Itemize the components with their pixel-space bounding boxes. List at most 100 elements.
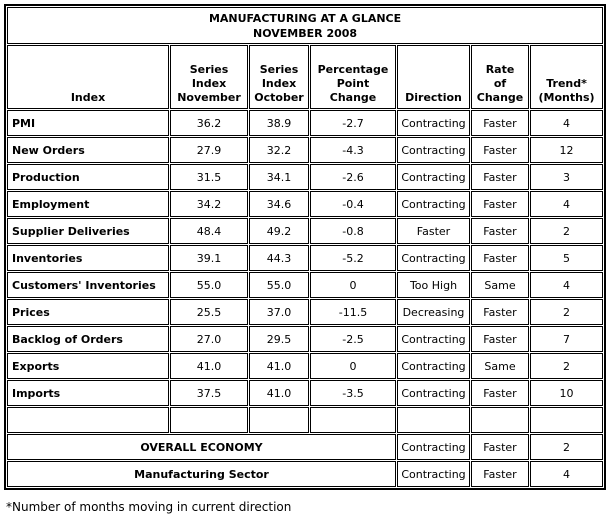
cell-series-november: 36.2 bbox=[170, 110, 248, 136]
table-row: Backlog of Orders 27.0 29.5 -2.5 Contrac… bbox=[7, 326, 604, 352]
empty-cell bbox=[7, 407, 169, 433]
row-label: Employment bbox=[7, 191, 169, 217]
cell-series-october: 38.9 bbox=[249, 110, 309, 136]
empty-cell bbox=[471, 407, 529, 433]
cell-direction: Contracting bbox=[397, 434, 470, 460]
column-header-trend: Trend* (Months) bbox=[530, 45, 604, 109]
table-row: Customers' Inventories 55.0 55.0 0 Too H… bbox=[7, 272, 604, 298]
cell-series-november: 31.5 bbox=[170, 164, 248, 190]
cell-series-october: 44.3 bbox=[249, 245, 309, 271]
cell-trend: 4 bbox=[530, 461, 604, 487]
empty-cell bbox=[170, 407, 248, 433]
cell-trend: 10 bbox=[530, 380, 604, 406]
row-label: Exports bbox=[7, 353, 169, 379]
empty-cell bbox=[249, 407, 309, 433]
table-row: Employment 34.2 34.6 -0.4 Contracting Fa… bbox=[7, 191, 604, 217]
cell-series-october: 41.0 bbox=[249, 353, 309, 379]
cell-percentage-change: -2.6 bbox=[310, 164, 396, 190]
title-row: MANUFACTURING AT A GLANCE NOVEMBER 2008 bbox=[7, 7, 604, 44]
cell-direction: Contracting bbox=[397, 191, 470, 217]
row-label: New Orders bbox=[7, 137, 169, 163]
row-label: Supplier Deliveries bbox=[7, 218, 169, 244]
cell-direction: Too High bbox=[397, 272, 470, 298]
cell-rate-of-change: Faster bbox=[471, 434, 529, 460]
cell-rate-of-change: Faster bbox=[471, 461, 529, 487]
row-label: Imports bbox=[7, 380, 169, 406]
row-label: Production bbox=[7, 164, 169, 190]
table-row: Production 31.5 34.1 -2.6 Contracting Fa… bbox=[7, 164, 604, 190]
empty-cell bbox=[397, 407, 470, 433]
column-header-percentage-change: Percentage Point Change bbox=[310, 45, 396, 109]
column-header-series-november: Series Index November bbox=[170, 45, 248, 109]
cell-series-october: 29.5 bbox=[249, 326, 309, 352]
cell-series-october: 32.2 bbox=[249, 137, 309, 163]
cell-series-october: 37.0 bbox=[249, 299, 309, 325]
cell-rate-of-change: Same bbox=[471, 353, 529, 379]
cell-series-november: 37.5 bbox=[170, 380, 248, 406]
cell-direction: Contracting bbox=[397, 461, 470, 487]
cell-percentage-change: -2.7 bbox=[310, 110, 396, 136]
cell-series-november: 34.2 bbox=[170, 191, 248, 217]
cell-rate-of-change: Faster bbox=[471, 218, 529, 244]
cell-rate-of-change: Faster bbox=[471, 326, 529, 352]
cell-direction: Contracting bbox=[397, 110, 470, 136]
cell-trend: 4 bbox=[530, 110, 604, 136]
row-label: Prices bbox=[7, 299, 169, 325]
cell-series-november: 27.0 bbox=[170, 326, 248, 352]
cell-percentage-change: -11.5 bbox=[310, 299, 396, 325]
row-label: Customers' Inventories bbox=[7, 272, 169, 298]
cell-rate-of-change: Same bbox=[471, 272, 529, 298]
cell-direction: Faster bbox=[397, 218, 470, 244]
cell-trend: 2 bbox=[530, 299, 604, 325]
footnote: *Number of months moving in current dire… bbox=[6, 500, 292, 514]
cell-direction: Contracting bbox=[397, 164, 470, 190]
cell-trend: 2 bbox=[530, 434, 604, 460]
cell-direction: Contracting bbox=[397, 245, 470, 271]
table-row: Imports 37.5 41.0 -3.5 Contracting Faste… bbox=[7, 380, 604, 406]
cell-trend: 5 bbox=[530, 245, 604, 271]
cell-series-november: 55.0 bbox=[170, 272, 248, 298]
row-label: PMI bbox=[7, 110, 169, 136]
table-row: Exports 41.0 41.0 0 Contracting Same 2 bbox=[7, 353, 604, 379]
cell-direction: Contracting bbox=[397, 137, 470, 163]
column-header-rate-of-change: Rate of Change bbox=[471, 45, 529, 109]
cell-trend: 3 bbox=[530, 164, 604, 190]
cell-rate-of-change: Faster bbox=[471, 110, 529, 136]
report-title-line1: MANUFACTURING AT A GLANCE bbox=[208, 11, 402, 25]
column-header-direction: Direction bbox=[397, 45, 470, 109]
empty-cell bbox=[530, 407, 604, 433]
cell-trend: 2 bbox=[530, 353, 604, 379]
cell-rate-of-change: Faster bbox=[471, 137, 529, 163]
column-header-index: Index bbox=[7, 45, 169, 109]
cell-series-october: 34.6 bbox=[249, 191, 309, 217]
summary-label: Manufacturing Sector bbox=[7, 461, 396, 487]
cell-series-november: 48.4 bbox=[170, 218, 248, 244]
cell-percentage-change: -3.5 bbox=[310, 380, 396, 406]
cell-series-november: 41.0 bbox=[170, 353, 248, 379]
empty-cell bbox=[310, 407, 396, 433]
empty-row bbox=[7, 407, 604, 433]
table-row: PMI 36.2 38.9 -2.7 Contracting Faster 4 bbox=[7, 110, 604, 136]
cell-percentage-change: 0 bbox=[310, 272, 396, 298]
table-row: Prices 25.5 37.0 -11.5 Decreasing Faster… bbox=[7, 299, 604, 325]
manufacturing-glance-table: MANUFACTURING AT A GLANCE NOVEMBER 2008 … bbox=[4, 4, 607, 490]
cell-trend: 7 bbox=[530, 326, 604, 352]
cell-series-november: 39.1 bbox=[170, 245, 248, 271]
cell-series-october: 49.2 bbox=[249, 218, 309, 244]
cell-rate-of-change: Faster bbox=[471, 164, 529, 190]
cell-percentage-change: 0 bbox=[310, 353, 396, 379]
cell-series-october: 34.1 bbox=[249, 164, 309, 190]
cell-series-november: 25.5 bbox=[170, 299, 248, 325]
cell-rate-of-change: Faster bbox=[471, 380, 529, 406]
cell-series-october: 41.0 bbox=[249, 380, 309, 406]
cell-trend: 4 bbox=[530, 272, 604, 298]
summary-label: OVERALL ECONOMY bbox=[7, 434, 396, 460]
cell-series-november: 27.9 bbox=[170, 137, 248, 163]
cell-percentage-change: -0.4 bbox=[310, 191, 396, 217]
cell-rate-of-change: Faster bbox=[471, 245, 529, 271]
cell-series-october: 55.0 bbox=[249, 272, 309, 298]
cell-direction: Contracting bbox=[397, 380, 470, 406]
row-label: Inventories bbox=[7, 245, 169, 271]
table-row: Inventories 39.1 44.3 -5.2 Contracting F… bbox=[7, 245, 604, 271]
